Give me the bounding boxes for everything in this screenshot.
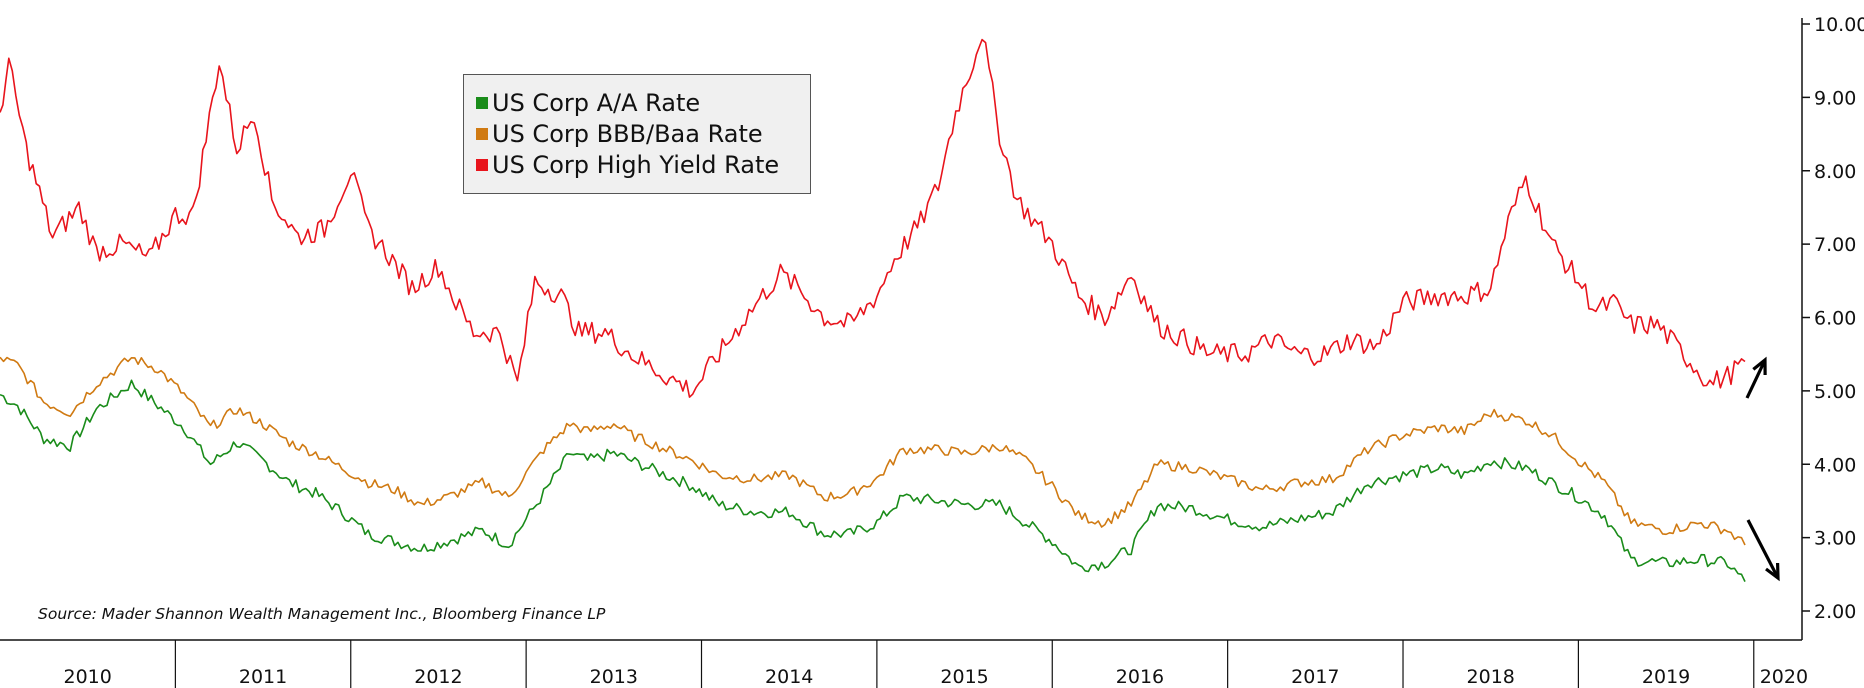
legend-label-hy: US Corp High Yield Rate <box>492 150 780 179</box>
legend-label-bbb: US Corp BBB/Baa Rate <box>492 119 763 148</box>
y-tick-label: 7.00 <box>1814 234 1856 256</box>
arrow-up-icon <box>1745 356 1767 399</box>
legend-item-bbb: US Corp BBB/Baa Rate <box>476 118 810 149</box>
plot-area <box>0 38 1746 582</box>
y-tick-label: 9.00 <box>1814 87 1856 109</box>
y-tick-label: 5.00 <box>1814 381 1856 403</box>
legend-swatch-bbb <box>476 127 488 140</box>
x-tick-label: 2010 <box>64 666 112 688</box>
legend-swatch-hy <box>476 158 488 171</box>
x-tick-label: 2016 <box>1116 666 1164 688</box>
y-tick-label: 6.00 <box>1814 308 1856 330</box>
x-tick-label: 2014 <box>765 666 813 688</box>
legend-label-aa: US Corp A/A Rate <box>492 88 701 117</box>
axes: 2.00 3.00 4.00 5.00 6.00 7.00 8.00 9.00 10.00 201… <box>0 14 1864 688</box>
series-line-0 <box>0 379 1746 582</box>
series-line-1 <box>0 356 1746 546</box>
legend-item-aa: US Corp A/A Rate <box>476 87 810 118</box>
source-note: Source: Mader Shannon Wealth Management … <box>38 605 606 623</box>
arrow-down-icon <box>1746 519 1780 582</box>
y-tick-label: 8.00 <box>1814 161 1856 183</box>
y-tick-label: 10.00 <box>1814 14 1864 36</box>
legend-swatch-aa <box>476 96 488 109</box>
trend-arrows <box>1745 356 1780 582</box>
x-tick-label: 2013 <box>590 666 638 688</box>
y-tick-label: 4.00 <box>1814 454 1856 476</box>
x-tick-label: 2012 <box>414 666 462 688</box>
x-tick-label: 2017 <box>1291 666 1339 688</box>
series-line-2 <box>0 38 1746 398</box>
x-tick-label: 2015 <box>940 666 988 688</box>
x-tick-label: 2020 <box>1760 666 1808 688</box>
x-tick-label: 2018 <box>1467 666 1515 688</box>
y-tick-label: 3.00 <box>1814 528 1856 550</box>
y-tick-label: 2.00 <box>1814 601 1856 623</box>
legend-item-hy: US Corp High Yield Rate <box>476 149 810 180</box>
x-tick-label: 2019 <box>1642 666 1690 688</box>
legend: US Corp A/A Rate US Corp BBB/Baa Rate US… <box>463 74 811 194</box>
x-tick-label: 2011 <box>239 666 287 688</box>
